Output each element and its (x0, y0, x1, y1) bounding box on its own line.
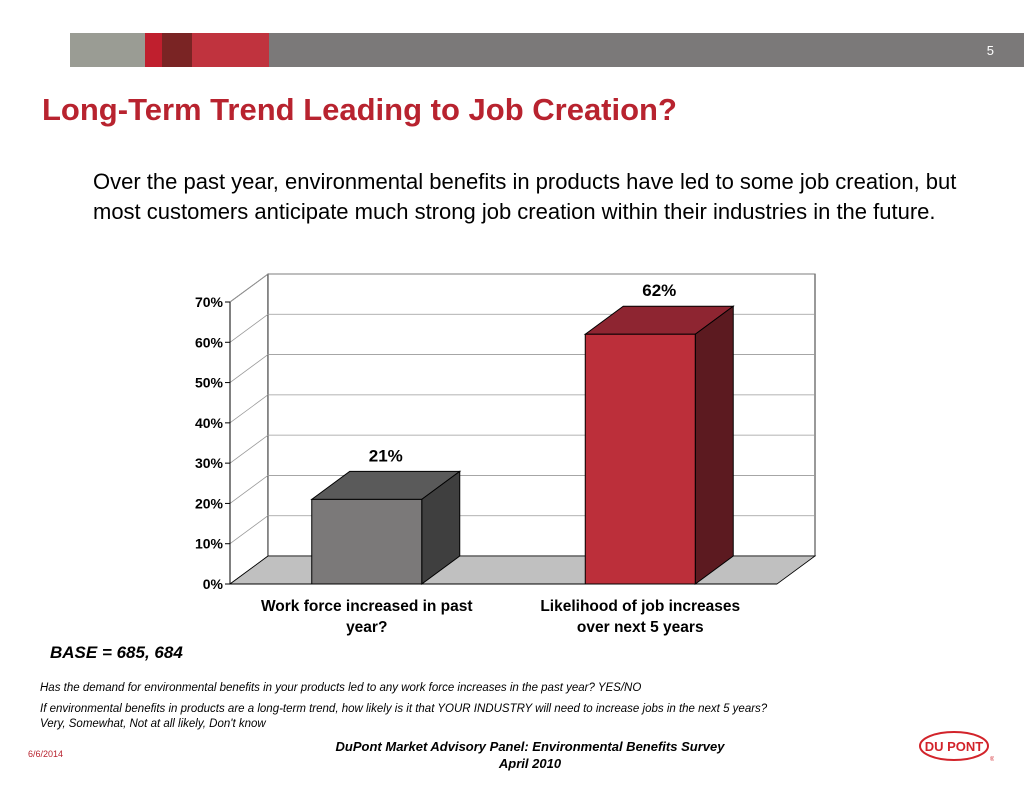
bar (311, 498, 423, 585)
x-tick-label: year? (346, 619, 387, 636)
base-note: BASE = 685, 684 (50, 643, 183, 662)
y-tick-label: 50% (195, 375, 224, 391)
question-1: Has the demand for environmental benefit… (40, 682, 642, 694)
bar (584, 333, 696, 585)
slide-title: Long-Term Trend Leading to Job Creation? (42, 92, 677, 127)
slide-date: 6/6/2014 (28, 749, 64, 759)
header-segment-darkred (162, 33, 192, 67)
gridline-side (229, 354, 269, 383)
gridline-side (229, 394, 269, 424)
y-tick-label: 20% (195, 495, 224, 511)
dupont-logo: DU PONT ® (919, 731, 994, 763)
header-segment-gray (70, 33, 145, 67)
side-wall (229, 273, 269, 585)
question-2-options: Very, Somewhat, Not at all likely, Don't… (40, 718, 266, 730)
footer-date: April 2010 (498, 756, 562, 771)
header-segment-medred (192, 33, 269, 67)
data-label: 21% (369, 446, 403, 465)
footer-survey-name: DuPont Market Advisory Panel: Environmen… (335, 739, 725, 754)
gridline-side (229, 434, 269, 464)
gridline-side (229, 313, 269, 343)
x-tick-label: over next 5 years (577, 619, 704, 636)
gridline-side (229, 515, 269, 545)
gridline-side (229, 273, 269, 303)
gridline-side (229, 475, 269, 504)
slide-subtitle: Over the past year, environmental benefi… (93, 169, 957, 224)
y-tick-label: 60% (195, 334, 224, 350)
x-tick-label: Work force increased in past (261, 598, 473, 615)
y-tick-label: 10% (195, 536, 224, 552)
page-number: 5 (986, 43, 994, 58)
y-tick-label: 30% (195, 455, 224, 471)
logo-registered-mark: ® (990, 756, 994, 763)
header-segment-red (145, 33, 162, 67)
bar-side (694, 305, 734, 585)
y-tick-label: 40% (195, 415, 224, 431)
x-tick-label: Likelihood of job increases (540, 598, 740, 615)
y-tick-label: 0% (203, 576, 224, 592)
data-label: 62% (642, 281, 676, 300)
y-tick-label: 70% (195, 294, 224, 310)
question-2: If environmental benefits in products ar… (40, 703, 768, 715)
logo-text: DU PONT (925, 739, 984, 754)
